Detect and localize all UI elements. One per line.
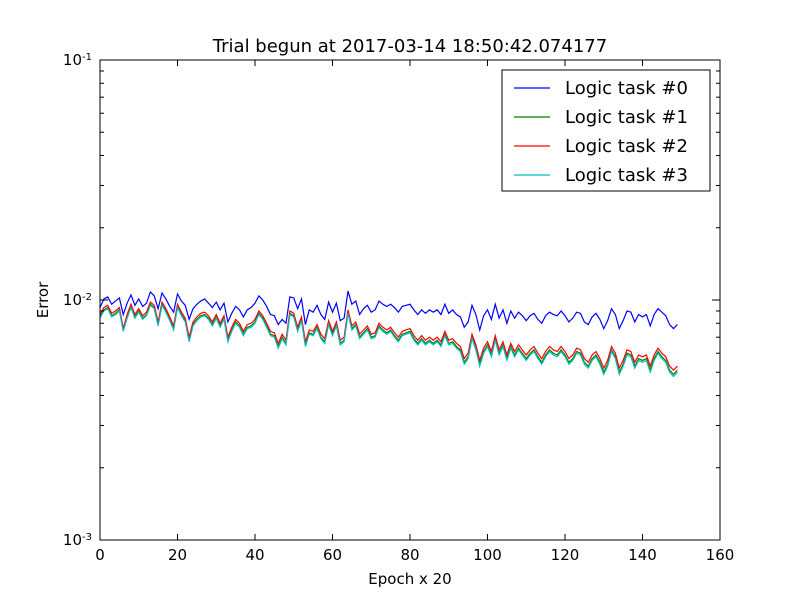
chart-title: Trial begun at 2017-03-14 18:50:42.07417… [212,36,607,57]
legend-label-1: Logic task #1 [565,107,688,128]
x-tick-label: 100 [473,546,502,564]
x-tick-label: 20 [168,546,187,564]
legend-label-3: Logic task #3 [565,165,688,186]
x-axis-label: Epoch x 20 [368,570,451,588]
x-tick-label: 60 [323,546,342,564]
x-tick-label: 160 [706,546,735,564]
legend: Logic task #0 Logic task #1 Logic task #2 L… [502,70,710,191]
x-tick-label: 0 [95,546,105,564]
legend-label-0: Logic task #0 [565,78,688,99]
legend-label-2: Logic task #2 [565,136,688,157]
x-tick-label: 120 [551,546,580,564]
x-tick-label: 80 [400,546,419,564]
y-axis-label: Error [34,281,52,318]
x-tick-label: 140 [628,546,657,564]
x-tick-label: 40 [245,546,264,564]
